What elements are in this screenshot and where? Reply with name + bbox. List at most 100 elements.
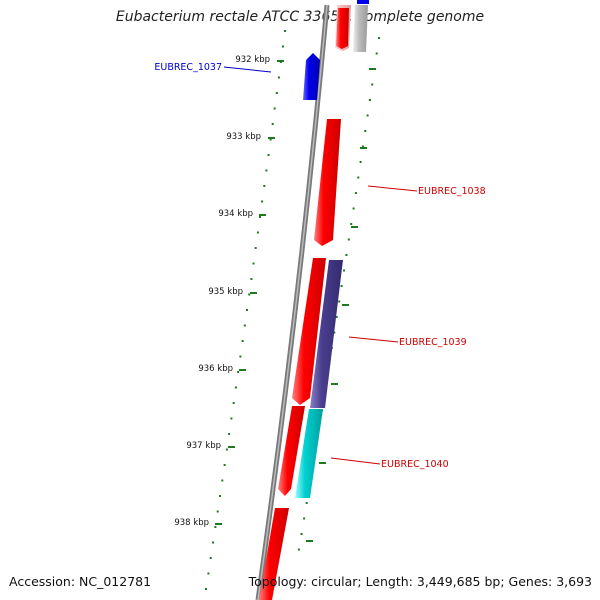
scale-dot — [345, 254, 348, 256]
outer-tick-mark — [319, 462, 326, 464]
scale-dot — [359, 161, 362, 163]
scale-dot — [378, 37, 380, 39]
inner-scale-ring — [205, 30, 286, 590]
scale-dot — [230, 417, 233, 420]
scale-dot — [300, 533, 303, 535]
tick-label: 933 kbp — [226, 132, 261, 142]
tick-mark — [215, 523, 222, 525]
gene-EUBREC_1040 — [295, 409, 323, 498]
outer-tick-mark — [342, 304, 349, 306]
tick-label: 932 kbp — [235, 55, 270, 65]
scale-dot — [350, 223, 353, 225]
gene-red-1039a — [292, 258, 326, 405]
scale-dot — [271, 123, 274, 125]
scale-dot — [277, 76, 280, 79]
scale-dot — [333, 331, 336, 334]
tick-mark — [239, 369, 246, 371]
scale-dot — [239, 355, 242, 358]
scale-dot — [284, 30, 286, 32]
tick-label: 936 kbp — [198, 364, 233, 374]
scale-dot — [248, 293, 251, 296]
scale-dot — [205, 588, 207, 590]
tick-mark — [259, 214, 266, 216]
gene-feature-gray — [353, 5, 368, 52]
scale-dot — [269, 138, 272, 141]
scale-dot — [234, 386, 237, 389]
scale-dot — [375, 52, 378, 55]
gene-label-EUBREC_1037: EUBREC_1037 — [154, 62, 222, 73]
scale-dot — [362, 145, 364, 148]
scale-dot — [347, 238, 350, 241]
scale-dot — [364, 130, 367, 132]
scale-dot — [232, 402, 235, 404]
scale-dot — [261, 200, 264, 203]
callout-line — [223, 66, 272, 73]
scale-dot — [305, 502, 308, 504]
scale-dot — [343, 269, 345, 272]
accession-text: Accession: NC_012781 — [9, 574, 152, 589]
scale-dot — [237, 371, 240, 373]
scale-dot — [354, 192, 357, 194]
scale-dot — [216, 510, 219, 513]
callout-line — [348, 336, 399, 343]
scale-dot — [209, 557, 212, 559]
scale-dot — [371, 83, 374, 86]
scale-dot — [223, 464, 226, 466]
tick-label: 934 kbp — [218, 209, 253, 219]
genome-summary-text: Topology: circular; Length: 3,449,685 bp… — [248, 574, 592, 589]
scale-dot — [263, 185, 266, 187]
gene-EUBREC_1039 — [310, 260, 343, 408]
scale-dot — [212, 541, 214, 544]
scale-dot — [366, 114, 369, 117]
gene-label-EUBREC_1039: EUBREC_1039 — [399, 337, 467, 348]
scale-dot — [250, 278, 253, 280]
scale-dot — [335, 316, 338, 318]
scale-dot — [214, 526, 217, 528]
scale-dot — [297, 548, 300, 551]
scale-dot — [338, 300, 341, 303]
outer-tick-mark — [360, 147, 367, 149]
scale-dot — [352, 207, 355, 210]
scale-dot — [219, 495, 221, 497]
gene-EUBREC_1037 — [303, 53, 320, 100]
scale-dot — [243, 324, 246, 327]
scale-dot — [282, 45, 284, 48]
scale-dot — [340, 285, 343, 287]
gene-label-EUBREC_1040: EUBREC_1040 — [381, 459, 449, 470]
scale-dot — [207, 572, 210, 575]
scale-dot — [259, 216, 261, 218]
scale-dot — [275, 92, 278, 94]
map-title: Eubacterium rectale ATCC 33656, complete… — [115, 9, 485, 25]
scale-dot — [265, 169, 268, 172]
outer-tick-mark — [351, 226, 358, 228]
scale-dot — [241, 340, 244, 342]
scale-dot — [225, 448, 228, 451]
outer-tick-mark — [369, 68, 376, 70]
tick-label: 935 kbp — [208, 287, 243, 297]
gene-feature-blue-top — [357, 0, 369, 4]
tick-mark — [268, 137, 275, 139]
scale-dot — [273, 107, 276, 110]
scale-dot — [221, 479, 224, 482]
gene-red-1040a — [278, 406, 305, 496]
scale-dot — [228, 433, 231, 435]
scale-dot — [368, 99, 371, 101]
tick-label: 937 kbp — [186, 441, 221, 451]
tick-mark — [277, 60, 284, 62]
callout-line — [330, 457, 381, 465]
outer-tick-mark — [306, 540, 313, 542]
gene-label-EUBREC_1038: EUBREC_1038 — [418, 186, 486, 197]
tick-mark — [228, 446, 235, 448]
tick-mark — [250, 292, 257, 294]
outer-tick-mark — [331, 383, 338, 385]
callout-line — [367, 185, 418, 192]
scale-dot — [303, 517, 306, 520]
scale-dot — [252, 262, 255, 265]
scale-dot — [254, 247, 257, 249]
gene-red-bottom — [259, 508, 289, 600]
gene-EUBREC_1038 — [314, 119, 341, 246]
tick-label: 938 kbp — [174, 518, 209, 528]
scale-dot — [357, 176, 360, 179]
scale-dot — [267, 154, 270, 156]
